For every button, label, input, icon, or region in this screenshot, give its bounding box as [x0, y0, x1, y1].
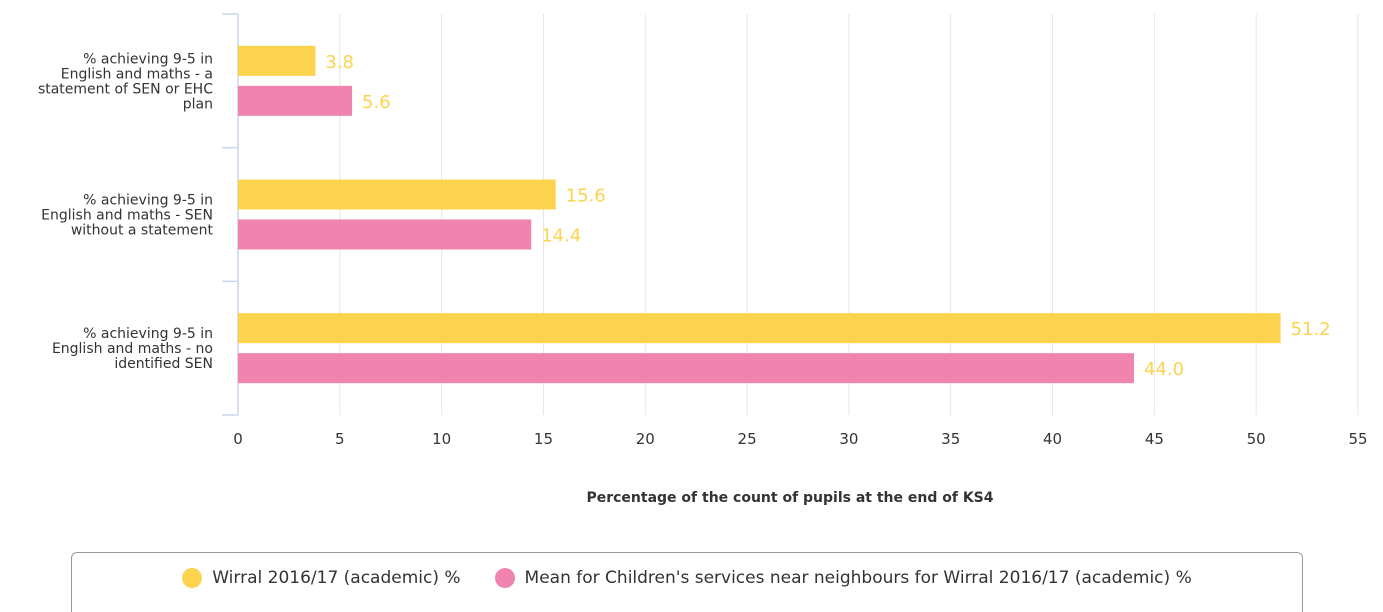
legend-label-wirral: Wirral 2016/17 (academic) % — [212, 568, 461, 588]
data-label: 3.8 — [325, 52, 354, 73]
x-tick-label: 55 — [1348, 430, 1367, 448]
category-label: without a statement — [71, 223, 214, 239]
x-tick-label: 35 — [941, 430, 960, 448]
x-tick-label: 15 — [534, 430, 553, 448]
bar[interactable] — [238, 179, 556, 210]
legend-marker-wirral — [182, 568, 203, 588]
bar[interactable] — [238, 353, 1134, 384]
data-label: 5.6 — [362, 92, 391, 113]
data-label: 51.2 — [1291, 319, 1331, 340]
bar[interactable] — [238, 313, 1281, 344]
x-tick-label: 50 — [1247, 430, 1266, 448]
category-label: English and maths - no — [52, 341, 213, 357]
category-label: English and maths - SEN — [41, 208, 213, 224]
category-label: % achieving 9-5 in — [83, 326, 213, 342]
category-label: % achieving 9-5 in — [83, 193, 213, 209]
data-labels: 3.8 5.6 15.6 14.4 51.2 44.0 — [325, 52, 1330, 380]
x-tick-label: 45 — [1145, 430, 1164, 448]
legend-label-near-neighbours: Mean for Children's services near neighb… — [524, 568, 1192, 588]
data-label: 14.4 — [541, 226, 581, 247]
x-axis-title: Percentage of the count of pupils at the… — [586, 490, 993, 506]
data-label: 44.0 — [1144, 359, 1184, 380]
category-label: % achieving 9-5 in — [83, 51, 213, 67]
category-label: statement of SEN or EHC — [38, 81, 213, 97]
category-label: English and maths - a — [61, 66, 213, 82]
x-tick-labels: 0 5 10 15 20 25 30 35 40 45 50 55 — [233, 430, 1367, 448]
x-tick-label: 20 — [636, 430, 655, 448]
legend-item-wirral[interactable]: Wirral 2016/17 (academic) % — [182, 568, 461, 588]
data-label: 15.6 — [566, 186, 606, 207]
x-tick-label: 0 — [233, 430, 243, 448]
legend: Wirral 2016/17 (academic) % Mean for Chi… — [71, 552, 1303, 612]
x-tick-label: 30 — [839, 430, 858, 448]
x-tick-label: 10 — [432, 430, 451, 448]
category-label: identified SEN — [114, 356, 213, 372]
x-tick-label: 40 — [1043, 430, 1062, 448]
x-tick-label: 5 — [335, 430, 345, 448]
bar[interactable] — [238, 45, 316, 76]
gridlines — [339, 14, 1359, 415]
x-tick-label: 25 — [738, 430, 757, 448]
category-label: plan — [183, 96, 213, 112]
legend-marker-near-neighbours — [494, 568, 515, 588]
legend-item-near-neighbours[interactable]: Mean for Children's services near neighb… — [494, 568, 1192, 588]
bars — [238, 45, 1281, 384]
category-axis — [222, 13, 239, 416]
bar[interactable] — [238, 85, 353, 116]
bar[interactable] — [238, 219, 532, 250]
